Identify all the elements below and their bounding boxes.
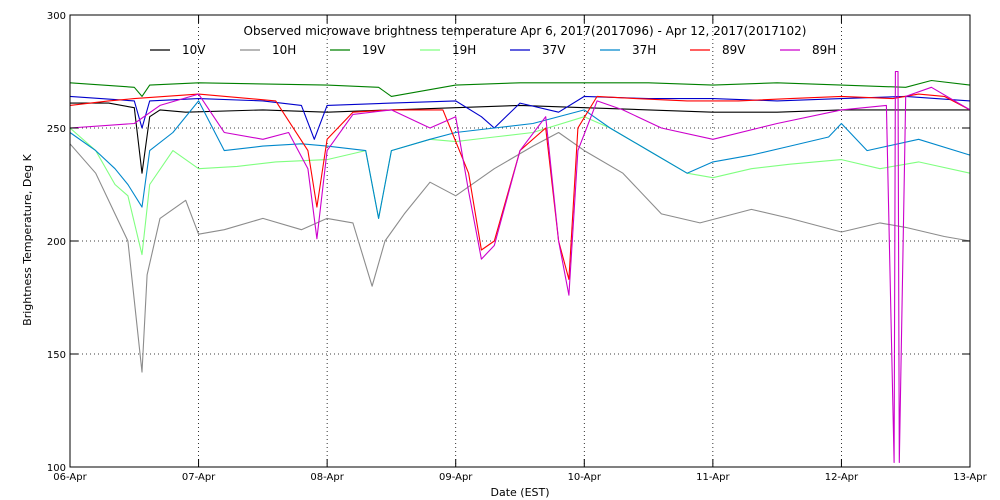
grid <box>70 15 970 467</box>
legend-label-19h: 19H <box>452 43 476 57</box>
legend: 10V 10H 19V 19H 37V 37H 89V 89H <box>150 43 836 57</box>
series-line-89h <box>69 70 971 464</box>
y-axis-title: Brightness Temperature, Deg K <box>21 153 34 325</box>
x-tick-label-13-apr: 13-Apr <box>953 472 987 483</box>
legend-entry-10h: 10H <box>240 43 296 57</box>
legend-label-19v: 19V <box>362 43 386 57</box>
legend-label-37v: 37V <box>542 43 566 57</box>
x-tick-label-10-apr: 10-Apr <box>568 472 602 483</box>
x-tick-label-09-apr: 09-Apr <box>439 472 473 483</box>
chart-title: Observed microwave brightness temperatur… <box>244 24 807 38</box>
legend-label-89v: 89V <box>722 43 746 57</box>
legend-entry-19h: 19H <box>420 43 476 57</box>
series-line-19v <box>69 79 971 97</box>
legend-entry-37h: 37H <box>600 43 656 57</box>
y-tick-label-300: 300 <box>47 11 66 22</box>
legend-entry-37v: 37V <box>510 43 566 57</box>
legend-label-10v: 10V <box>182 43 206 57</box>
x-tick-label-06-apr: 06-Apr <box>53 472 87 483</box>
legend-label-37h: 37H <box>632 43 656 57</box>
x-tick-label-08-apr: 08-Apr <box>310 472 344 483</box>
x-tick-label-07-apr: 07-Apr <box>182 472 216 483</box>
y-tick-label-100: 100 <box>47 463 66 474</box>
legend-entry-19v: 19V <box>330 43 386 57</box>
series-line-10h <box>69 131 971 373</box>
y-tick-label-150: 150 <box>47 350 66 361</box>
legend-label-10h: 10H <box>272 43 296 57</box>
x-tick-label-12-apr: 12-Apr <box>825 472 859 483</box>
series-lines <box>69 70 971 464</box>
legend-entry-10v: 10V <box>150 43 206 57</box>
legend-label-89h: 89H <box>812 43 836 57</box>
x-tick-label-11-apr: 11-Apr <box>696 472 730 483</box>
x-axis-title: Date (EST) <box>490 486 549 499</box>
legend-entry-89h: 89H <box>780 43 836 57</box>
series-line-37v <box>69 95 971 140</box>
axis-ticks: 100 150 200 250 300 06-Apr 07-Apr 08-Apr 09-Apr 1… <box>47 11 988 483</box>
series-line-89v <box>69 93 971 280</box>
y-tick-label-200: 200 <box>47 237 66 248</box>
y-tick-label-250: 250 <box>47 124 66 135</box>
legend-entry-89v: 89V <box>690 43 746 57</box>
series-line-37h <box>69 100 971 219</box>
series-line-19h <box>69 116 971 256</box>
